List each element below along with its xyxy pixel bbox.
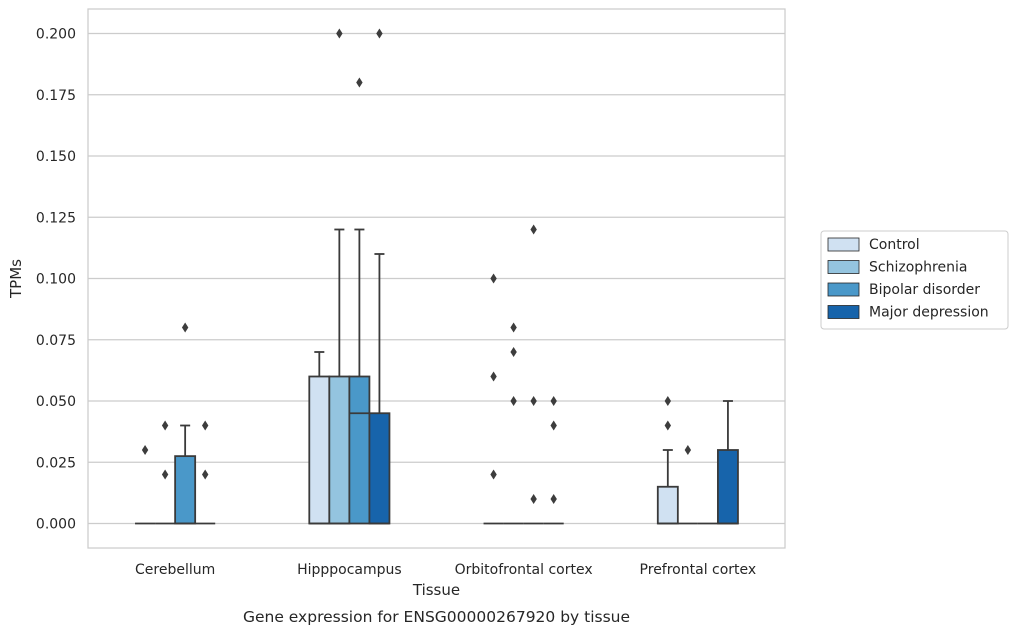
- box-schizophrenia: [503, 322, 524, 525]
- box-body: [717, 449, 739, 525]
- outlier-point: [490, 371, 497, 382]
- box-control: [656, 396, 679, 525]
- legend-swatch: [827, 282, 860, 297]
- box-bipolar-disorder: [174, 322, 197, 525]
- legend-box: [820, 230, 1009, 330]
- outlier-point: [664, 396, 672, 406]
- box-bipolar-disorder: [348, 77, 371, 525]
- outlier-point: [490, 273, 497, 284]
- outlier-point: [356, 77, 363, 88]
- legend-swatch: [827, 237, 860, 252]
- box-body: [174, 455, 197, 525]
- legend-label: Schizophrenia: [869, 260, 967, 276]
- x-axis-label: Tissue: [412, 581, 460, 599]
- legend-swatch: [827, 305, 860, 319]
- box-major-depression: [368, 28, 391, 525]
- outlier-point: [530, 396, 537, 406]
- outlier-point: [376, 28, 383, 39]
- y-tick-label: 0.150: [36, 149, 76, 165]
- outlier-point: [336, 28, 343, 39]
- outlier-point: [550, 420, 557, 431]
- outlier-point: [201, 420, 209, 431]
- y-tick-label: 0.075: [36, 333, 76, 349]
- outlier-point: [550, 396, 557, 406]
- x-tick-label: Cerebellum: [135, 562, 215, 578]
- outlier-point: [141, 445, 149, 455]
- box-major-depression: [717, 400, 739, 525]
- outlier-point: [530, 494, 537, 504]
- box-body: [656, 485, 679, 525]
- x-tick-label: Prefrontal cortex: [640, 562, 757, 578]
- outlier-point: [550, 494, 557, 504]
- box-body: [308, 375, 331, 525]
- outlier-point: [684, 445, 692, 455]
- y-tick-label: 0.100: [36, 272, 76, 288]
- x-tick-label: Hipppocampus: [297, 562, 402, 578]
- outlier-point: [510, 347, 517, 357]
- y-tick-label: 0.000: [36, 517, 76, 533]
- outlier-point: [510, 322, 517, 333]
- y-tick-label: 0.050: [36, 394, 76, 410]
- x-tick-labels: Cerebellum Hipppocampus Orbitofrontal cort…: [135, 562, 756, 578]
- box-schizophrenia: [328, 28, 351, 525]
- y-tick-label: 0.125: [36, 210, 76, 226]
- box-schizophrenia: [677, 445, 698, 525]
- box-body: [328, 375, 351, 525]
- legend-label: Major depression: [869, 305, 989, 321]
- chart-title: Gene expression for ENSG00000267920 by t…: [243, 608, 630, 626]
- box-schizophrenia: [155, 420, 176, 525]
- box-bipolar-disorder: [523, 224, 544, 525]
- y-tick-label: 0.025: [36, 455, 76, 471]
- y-axis-label: TPMs: [7, 259, 25, 299]
- outlier-point: [181, 322, 189, 333]
- legend-label: Bipolar disorder: [869, 282, 980, 298]
- legend-label: Control: [869, 237, 920, 253]
- outlier-point: [161, 420, 169, 431]
- outlier-point: [161, 469, 169, 480]
- box-major-depression: [195, 420, 216, 525]
- box-groups: [135, 28, 739, 525]
- box-major-depression: [543, 396, 564, 525]
- grid-lines: [88, 32, 785, 525]
- legend: Control Schizophrenia Bipolar disorder Majo…: [820, 230, 1009, 330]
- box-body: [348, 375, 371, 525]
- outlier-point: [490, 469, 497, 480]
- outlier-point: [510, 396, 517, 406]
- outlier-point: [201, 469, 209, 480]
- box-body: [368, 412, 391, 525]
- plot-frame: [87, 8, 786, 549]
- y-tick-label: 0.200: [36, 27, 76, 43]
- outlier-point: [664, 420, 672, 431]
- box-control: [308, 351, 331, 525]
- y-tick-label: 0.175: [36, 88, 76, 104]
- box-control: [135, 445, 156, 525]
- outlier-point: [530, 224, 537, 235]
- x-tick-label: Orbitofrontal cortex: [455, 562, 593, 578]
- box-control: [483, 273, 504, 525]
- legend-swatch: [827, 260, 860, 274]
- y-tick-labels: 0.000 0.025 0.050 0.075 0.100 0.125 0.150 0.175…: [36, 27, 76, 533]
